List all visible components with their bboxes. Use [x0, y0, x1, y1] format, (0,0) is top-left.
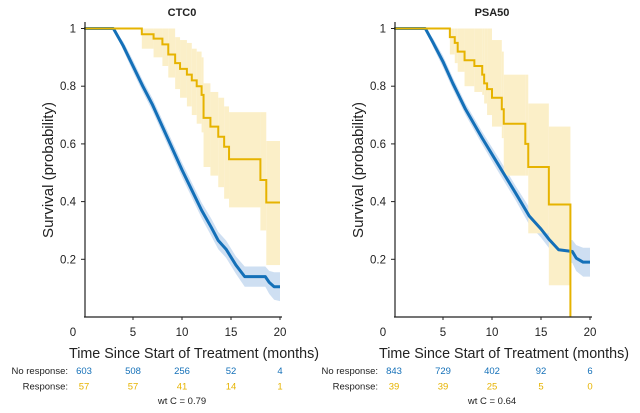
- survival-curve-no-response: [84, 27, 280, 289]
- y-tick-label: 0.2: [370, 254, 386, 266]
- x-tick-label: 5: [440, 327, 446, 339]
- risk-count-response: 39: [389, 382, 400, 393]
- ci-band-segment-response: [168, 28, 176, 78]
- risk-count-no-response: 92: [536, 366, 547, 377]
- x-axis-label: Time Since Start of Treatment (months): [69, 345, 319, 362]
- risk-count-no-response: 843: [386, 366, 402, 377]
- ci-band-segment-response: [191, 48, 197, 116]
- risk-count-response: 1: [277, 382, 282, 393]
- y-tick-label: 0.2: [60, 254, 76, 266]
- ci-band-no-response: [84, 28, 280, 302]
- y-tick-label: 0.4: [370, 197, 387, 209]
- chart-title: CTC0: [168, 7, 197, 19]
- ci-band-segment-response: [487, 28, 492, 116]
- ci-band-segment-response: [548, 126, 571, 286]
- x-tick-label: 20: [274, 327, 287, 339]
- risk-count-no-response: 603: [76, 366, 92, 377]
- x-tick-label: 5: [130, 327, 136, 339]
- risk-count-no-response: 6: [587, 366, 592, 377]
- ci-band-segment-response: [492, 40, 502, 127]
- risk-count-no-response: 729: [435, 366, 451, 377]
- risk-count-no-response: 256: [174, 366, 190, 377]
- km-panel-ctc0: 1 0.8 0.6 0.4 0.2 0 5 10 15 20 CTC0 Time Since Star…: [11, 7, 319, 407]
- ci-band-segment-response: [482, 28, 485, 95]
- ci-band-segment-response: [449, 28, 455, 55]
- risk-count-response: 57: [128, 382, 139, 393]
- ci-band-segment-response: [454, 28, 458, 64]
- ci-band-segment-response: [210, 91, 219, 176]
- ci-band-segment-response: [224, 106, 230, 199]
- ci-band-segment-response: [162, 28, 169, 67]
- survival-curve-response: [394, 27, 572, 317]
- y-tick-label: 0.8: [60, 81, 76, 93]
- ci-band-segment-response: [525, 74, 529, 176]
- ci-band-segment-response: [503, 74, 526, 176]
- ci-band-segment-response: [260, 112, 267, 231]
- risk-count-no-response: 52: [226, 366, 237, 377]
- risk-count-response: 57: [79, 382, 90, 393]
- y-axis-label: Survival (probability): [350, 102, 367, 238]
- x-tick-label: 0: [70, 327, 76, 339]
- y-axis-label: Survival (probability): [40, 102, 57, 238]
- y-tick-label: 0.6: [60, 139, 76, 151]
- ci-band-segment-response: [501, 51, 504, 139]
- risk-count-response: 0: [587, 382, 592, 393]
- y-tick-label: 1: [380, 24, 386, 36]
- ci-band-segment-response: [196, 51, 202, 124]
- ci-band-segment-response: [528, 103, 549, 234]
- ci-band-segment-response: [464, 28, 475, 87]
- y-tick-label: 0.6: [370, 139, 386, 151]
- risk-count-response: 5: [538, 382, 543, 393]
- risk-count-no-response: 4: [277, 366, 282, 377]
- concordance-annotation: wt C = 0.79: [157, 396, 206, 407]
- risk-row-label: Response:: [23, 382, 68, 393]
- ci-band-segment-response: [141, 28, 154, 49]
- x-tick-label: 10: [176, 327, 189, 339]
- risk-row-label: No response:: [321, 366, 378, 377]
- concordance-annotation: wt C = 0.64: [467, 396, 516, 407]
- x-tick-label: 15: [535, 327, 548, 339]
- risk-count-response: 39: [438, 382, 449, 393]
- y-tick-label: 0.8: [370, 81, 386, 93]
- risk-count-no-response: 508: [125, 366, 141, 377]
- ci-band-segment-response: [457, 28, 465, 72]
- risk-row-label: No response:: [11, 366, 68, 377]
- chart-title: PSA50: [475, 7, 510, 19]
- survival-curve-no-response: [394, 27, 590, 264]
- ci-band-segment-response: [203, 83, 211, 167]
- y-tick-label: 1: [70, 24, 76, 36]
- risk-count-no-response: 402: [484, 366, 500, 377]
- risk-row-label: Response:: [333, 382, 378, 393]
- ci-band-segment-response: [218, 97, 225, 188]
- risk-count-response: 14: [226, 382, 237, 393]
- ci-band-segment-response: [153, 28, 163, 58]
- ci-band-segment-response: [474, 28, 483, 92]
- risk-count-response: 25: [487, 382, 498, 393]
- x-tick-label: 10: [486, 327, 499, 339]
- y-tick-label: 0.4: [60, 197, 77, 209]
- km-panel-psa50: 1 0.8 0.6 0.4 0.2 0 5 10 15 20 PSA50 Time Since Sta…: [321, 7, 629, 407]
- x-axis-label: Time Since Start of Treatment (months): [379, 345, 629, 362]
- risk-count-response: 41: [177, 382, 188, 393]
- x-tick-label: 0: [380, 327, 386, 339]
- x-tick-label: 20: [584, 327, 597, 339]
- ci-band-segment-response: [484, 28, 488, 104]
- x-tick-label: 15: [225, 327, 238, 339]
- survival-curve-response: [84, 27, 280, 204]
